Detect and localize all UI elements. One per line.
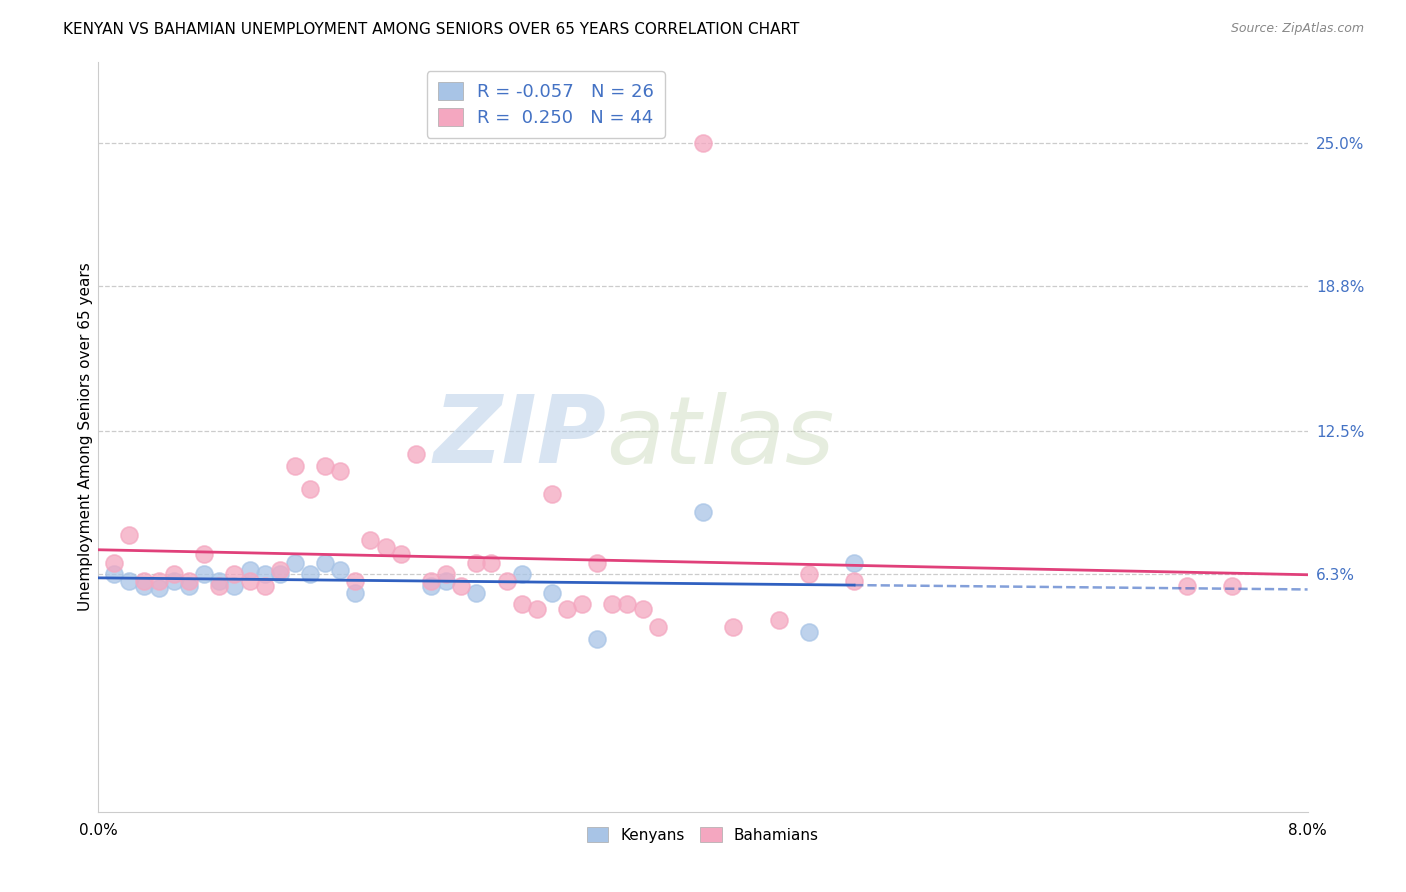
Point xyxy=(179,574,201,589)
Y-axis label: Unemployment Among Seniors over 65 years: Unemployment Among Seniors over 65 years xyxy=(77,263,93,611)
Point xyxy=(239,574,262,589)
Point xyxy=(465,585,488,599)
Point xyxy=(299,482,322,496)
Point xyxy=(450,579,472,593)
Point xyxy=(163,567,186,582)
Point xyxy=(132,574,155,589)
Point xyxy=(768,613,790,627)
Point xyxy=(253,567,276,582)
Point xyxy=(239,563,262,577)
Point xyxy=(148,581,170,595)
Point xyxy=(586,632,609,646)
Point xyxy=(148,574,170,589)
Point xyxy=(344,585,367,599)
Point xyxy=(692,505,714,519)
Point xyxy=(555,602,578,616)
Point xyxy=(132,579,155,593)
Point xyxy=(495,574,517,589)
Point xyxy=(284,458,307,473)
Point xyxy=(299,567,322,582)
Point xyxy=(797,567,820,582)
Point xyxy=(481,556,503,570)
Point xyxy=(631,602,654,616)
Point xyxy=(844,556,866,570)
Point xyxy=(420,579,443,593)
Text: atlas: atlas xyxy=(606,392,835,483)
Point xyxy=(510,567,533,582)
Point xyxy=(118,528,141,542)
Point xyxy=(360,533,382,547)
Point xyxy=(465,556,488,570)
Point xyxy=(329,463,352,477)
Point xyxy=(510,597,533,611)
Point xyxy=(797,624,820,639)
Point xyxy=(420,574,443,589)
Text: KENYAN VS BAHAMIAN UNEMPLOYMENT AMONG SENIORS OVER 65 YEARS CORRELATION CHART: KENYAN VS BAHAMIAN UNEMPLOYMENT AMONG SE… xyxy=(63,22,800,37)
Point xyxy=(374,540,396,554)
Point xyxy=(118,574,141,589)
Point xyxy=(284,556,307,570)
Point xyxy=(434,574,457,589)
Point xyxy=(269,567,291,582)
Point xyxy=(224,567,246,582)
Point xyxy=(647,620,669,634)
Point xyxy=(571,597,593,611)
Point xyxy=(179,579,201,593)
Point xyxy=(389,547,412,561)
Point xyxy=(314,556,336,570)
Point xyxy=(1220,579,1243,593)
Point xyxy=(616,597,638,611)
Point xyxy=(405,447,427,461)
Text: ZIP: ZIP xyxy=(433,391,606,483)
Point xyxy=(193,547,215,561)
Point xyxy=(163,574,186,589)
Point xyxy=(314,458,336,473)
Text: Source: ZipAtlas.com: Source: ZipAtlas.com xyxy=(1230,22,1364,36)
Point xyxy=(208,574,231,589)
Point xyxy=(723,620,745,634)
Point xyxy=(253,579,276,593)
Point xyxy=(103,556,125,570)
Point xyxy=(329,563,352,577)
Point xyxy=(692,136,714,150)
Point xyxy=(193,567,215,582)
Point xyxy=(269,563,291,577)
Point xyxy=(434,567,457,582)
Point xyxy=(602,597,624,611)
Point xyxy=(540,585,562,599)
Point xyxy=(586,556,609,570)
Point xyxy=(526,602,548,616)
Point xyxy=(1175,579,1198,593)
Point xyxy=(844,574,866,589)
Point xyxy=(540,486,562,500)
Point xyxy=(344,574,367,589)
Point xyxy=(224,579,246,593)
Legend: Kenyans, Bahamians: Kenyans, Bahamians xyxy=(581,822,825,849)
Point xyxy=(208,579,231,593)
Point xyxy=(103,567,125,582)
